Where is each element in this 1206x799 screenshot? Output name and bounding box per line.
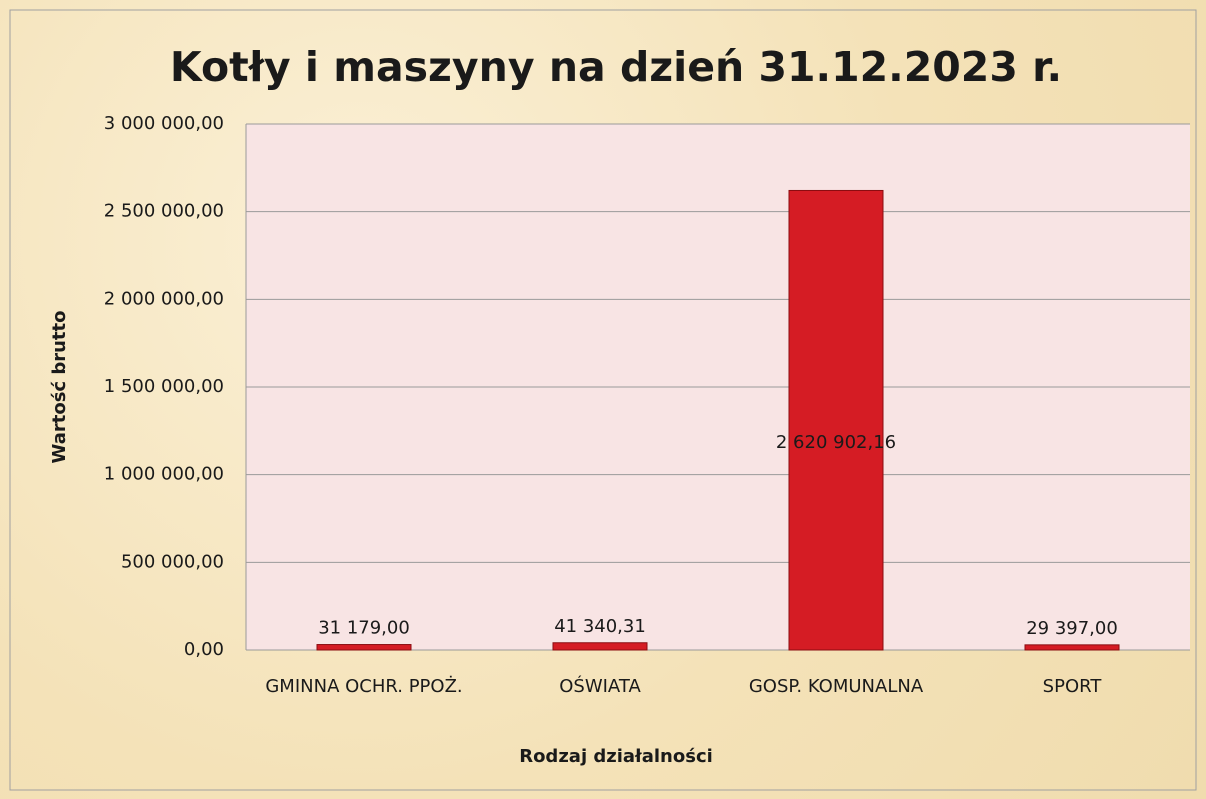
data-label: 31 179,00 xyxy=(318,618,410,639)
bar xyxy=(1024,644,1120,651)
x-axis-title: Rodzaj działalności xyxy=(519,746,713,767)
x-tick-label: GMINNA OCHR. PPOŻ. xyxy=(265,676,463,697)
data-label: 29 397,00 xyxy=(1026,618,1118,639)
y-tick-label: 2 000 000,00 xyxy=(104,288,224,309)
data-label: 2 620 902,16 xyxy=(776,432,896,453)
chart-border xyxy=(9,9,1197,791)
y-tick-label: 3 000 000,00 xyxy=(104,113,224,134)
y-axis-title: Wartość brutto xyxy=(49,310,70,463)
x-tick-label: SPORT xyxy=(1042,676,1102,697)
y-tick-label: 1 000 000,00 xyxy=(104,464,224,485)
y-tick-label: 500 000,00 xyxy=(121,551,224,572)
bar xyxy=(788,189,884,651)
bar xyxy=(316,644,412,651)
bar xyxy=(552,642,648,651)
x-tick-label: GOSP. KOMUNALNA xyxy=(748,676,924,697)
y-tick-label: 2 500 000,00 xyxy=(104,201,224,222)
x-tick-label: OŚWIATA xyxy=(559,676,641,697)
data-label: 41 340,31 xyxy=(554,616,646,637)
y-tick-label: 1 500 000,00 xyxy=(104,376,224,397)
y-tick-label: 0,00 xyxy=(184,639,224,660)
chart-title: Kotły i maszyny na dzień 31.12.2023 r. xyxy=(170,43,1062,91)
